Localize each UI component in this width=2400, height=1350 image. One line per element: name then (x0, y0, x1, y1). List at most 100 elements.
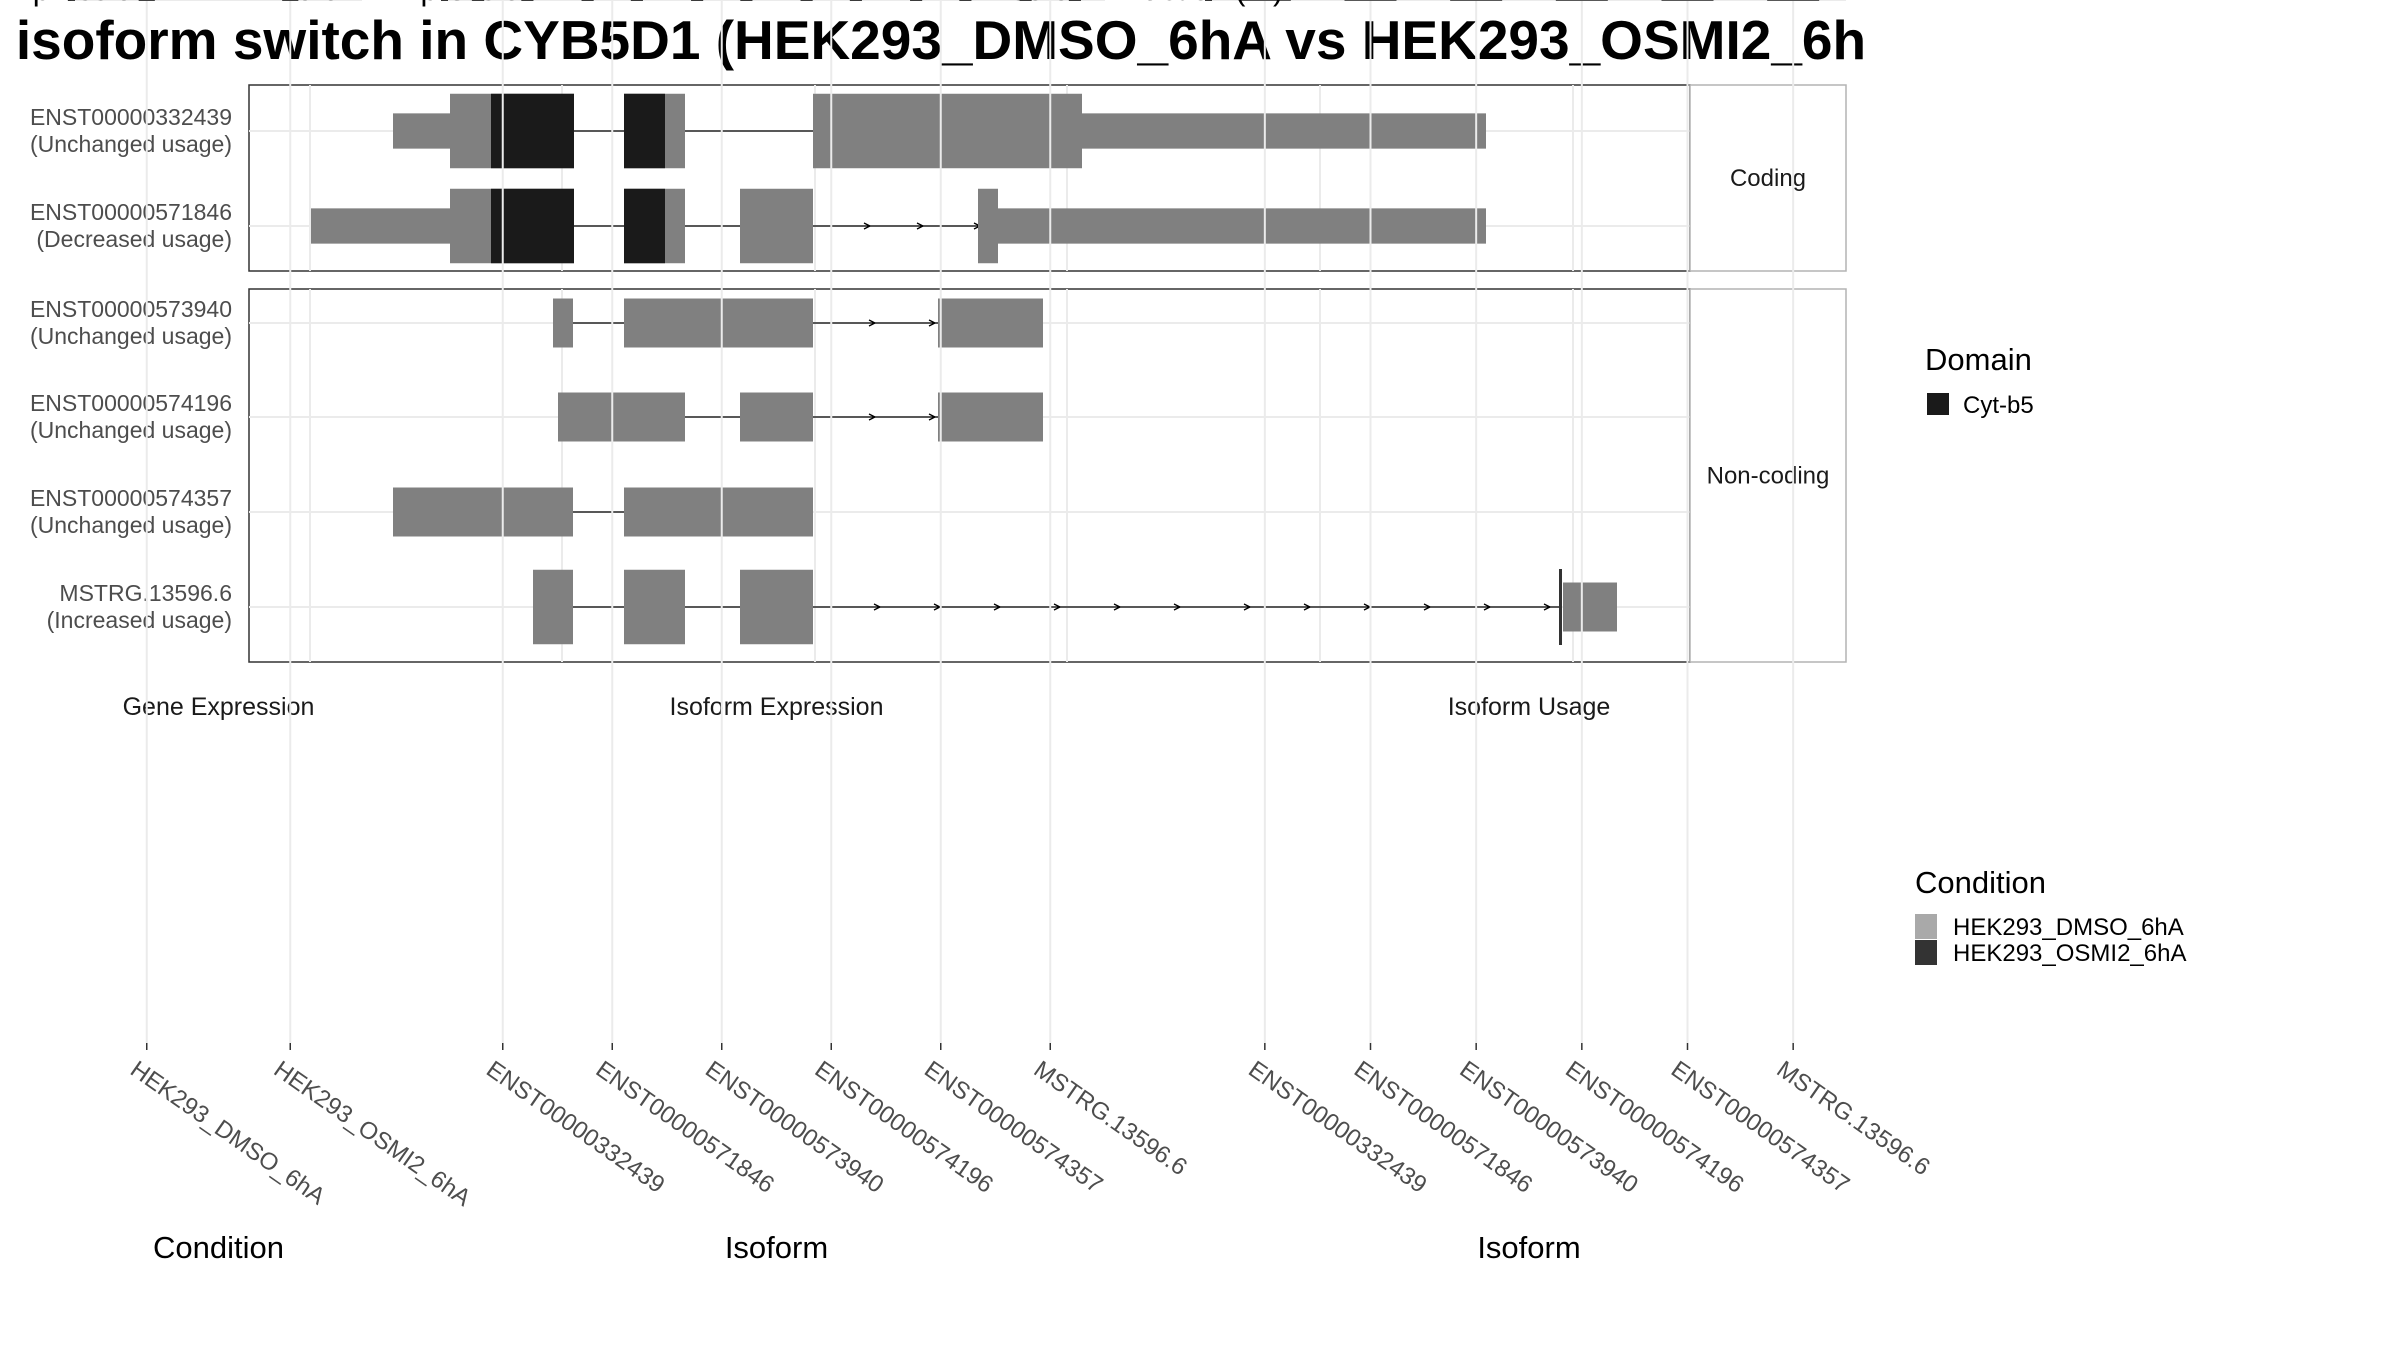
cyt-b5-domain-block (491, 188, 574, 264)
transcript-id-label: ENST00000332439 (30, 104, 232, 130)
exon-block (938, 392, 1043, 442)
y-tick-label: 9 (48, 0, 61, 6)
tss-marker (1559, 569, 1562, 645)
y-tick-label: 5 (421, 0, 434, 6)
facet-strip (1689, 84, 1847, 272)
intron-arrow (868, 319, 877, 327)
exon-block (813, 93, 938, 169)
exon-block (558, 392, 685, 442)
intron-arrow (916, 222, 925, 230)
exon-block (624, 487, 813, 537)
transcript-id-label: ENST00000574196 (30, 390, 232, 416)
facet-strip-label: Coding (1730, 165, 1806, 192)
exon-block (740, 188, 813, 264)
x-axis-title: Isoform (725, 1230, 828, 1265)
exon-block (978, 188, 998, 264)
exon-block (1563, 582, 1617, 632)
exon-block (938, 93, 1082, 169)
y-tick-label: 0.0 (1165, 0, 1198, 6)
exon-block (311, 208, 450, 244)
exon-block (393, 113, 450, 149)
significance-label: *** (1779, 0, 1808, 6)
intron-arrow (873, 603, 882, 611)
condition-legend-key (1915, 940, 1937, 965)
y-tick-label: 3 (48, 0, 61, 6)
transcript-usage-label: (Unchanged usage) (30, 417, 232, 443)
y-tick-label: 0.1 (1165, 0, 1198, 6)
transcript-id-label: MSTRG.13596.6 (59, 580, 232, 606)
domain-legend-label: Cyt-b5 (1963, 392, 2034, 419)
significance-label: ns (1569, 0, 1595, 6)
y-tick-label: 0 (48, 0, 61, 6)
transcript-usage-label: (Unchanged usage) (30, 323, 232, 349)
panel-title: Isoform Usage (1448, 693, 1611, 721)
significance-label: ns (1357, 0, 1383, 6)
y-tick-label: 6 (48, 0, 61, 6)
y-tick-label: 2 (421, 0, 434, 6)
intron-arrow (1303, 603, 1312, 611)
domain-legend: Domain Cyt-b5 (1925, 342, 2034, 419)
cyt-b5-domain-block (624, 188, 665, 264)
y-tick-label: 1 (421, 0, 434, 6)
x-tick-label: ENST00000573940 (1455, 1056, 1643, 1199)
domain-legend-key (1927, 393, 1949, 415)
exon-block (450, 93, 491, 169)
x-tick-label: ENST00000574196 (810, 1056, 998, 1199)
facet-strip-label: Non-coding (1707, 463, 1830, 490)
cyt-b5-domain-block (491, 93, 574, 169)
transcript-id-label: ENST00000573940 (30, 296, 232, 322)
transcript-id-label: ENST00000571846 (30, 199, 232, 225)
condition-legend-label: HEK293_DMSO_6hA (1953, 914, 2184, 941)
exon-block (740, 392, 813, 442)
facet-strip (1689, 288, 1847, 663)
intron-arrow (863, 222, 872, 230)
exon-block (938, 298, 1043, 348)
condition-legend-label: HEK293_OSMI2_6hA (1953, 940, 2186, 967)
exon-block (450, 188, 491, 264)
cyt-b5-domain-block (624, 93, 665, 169)
exon-block (624, 298, 813, 348)
intron-arrow (1543, 603, 1552, 611)
x-tick-label: ENST00000571846 (591, 1056, 779, 1199)
chart-title: e isoform switch in CYB5D1 (HEK293_DMSO_… (0, 9, 1867, 71)
y-tick-label: 0.2 (1165, 0, 1198, 6)
intron-arrow (1243, 603, 1252, 611)
transcript-usage-label: (Increased usage) (47, 607, 232, 633)
exon-block (740, 569, 813, 645)
y-axis-title: Isoform Expression (272, 0, 537, 7)
significance-label: ns (1674, 0, 1700, 6)
exon-block (393, 487, 573, 537)
exon-block (998, 208, 1486, 244)
x-axis-title: Condition (153, 1230, 284, 1265)
x-tick-label: ENST00000571846 (1349, 1056, 1537, 1199)
intron-arrow (1423, 603, 1432, 611)
condition-legend-title: Condition (1915, 865, 2046, 900)
intron-arrow (1053, 603, 1062, 611)
transcript-id-label: ENST00000574357 (30, 485, 232, 511)
x-tick-label: ENST00000574357 (919, 1056, 1107, 1199)
intron-arrow (993, 603, 1002, 611)
intron-arrow (868, 413, 877, 421)
transcript-usage-label: (Unchanged usage) (30, 131, 232, 157)
condition-legend-key (1915, 914, 1937, 939)
exon-block (533, 569, 573, 645)
y-axis-title: Gene Expression (0, 0, 150, 7)
x-axis-title: Isoform (1477, 1230, 1580, 1265)
x-tick-label: ENST00000574196 (1560, 1056, 1748, 1199)
x-tick-label: ENST00000332439 (481, 1056, 669, 1199)
y-tick-label: 0.3 (1165, 0, 1198, 6)
significance-label: ns (1463, 0, 1489, 6)
y-tick-label: 0 (421, 0, 434, 6)
transcript-panel-1 (248, 288, 1691, 663)
intron-arrow (928, 413, 937, 421)
exon-block (1082, 113, 1486, 149)
intron-arrow (928, 319, 937, 327)
x-tick-label: ENST00000574357 (1666, 1056, 1854, 1199)
panel-title: Gene Expression (123, 693, 315, 721)
intron-arrow (1173, 603, 1182, 611)
y-tick-label: 0.4 (1165, 0, 1198, 6)
x-tick-label: ENST00000332439 (1243, 1056, 1431, 1199)
